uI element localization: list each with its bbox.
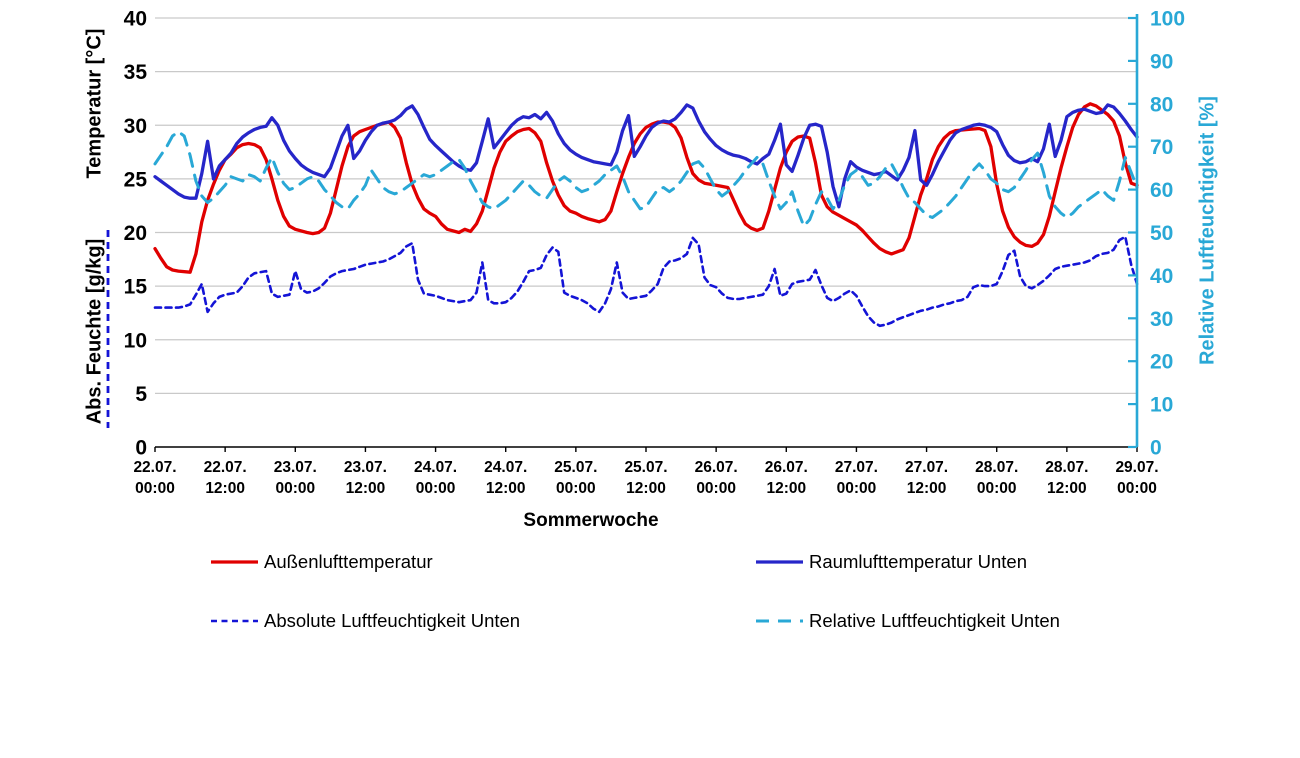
y-axis-left-title-temperature: Temperatur [°C] bbox=[83, 28, 106, 179]
x-axis-title: Sommerwoche bbox=[523, 510, 659, 531]
legend-label: Relative Luftfeuchtigkeit Unten bbox=[809, 610, 1060, 631]
rel-humidity-line-marker bbox=[756, 619, 803, 623]
x-tick-label-time: 00:00 bbox=[556, 480, 596, 497]
y-axis-left-title-abs-humidity: Abs. Feuchte [g/kg] bbox=[83, 238, 106, 425]
y-right-tick-label: 100 bbox=[1150, 8, 1185, 31]
y-right-tick-label: 0 bbox=[1150, 437, 1162, 460]
series-line-1 bbox=[153, 103, 1139, 209]
y-left-tick-label: 20 bbox=[124, 222, 147, 245]
y-right-tick-label: 80 bbox=[1150, 93, 1173, 116]
y-right-tick-label: 40 bbox=[1150, 265, 1173, 288]
y-left-tick-label: 40 bbox=[124, 8, 147, 31]
outdoor-temp-line-marker bbox=[211, 560, 258, 564]
y-left-tick-label: 10 bbox=[124, 329, 147, 352]
x-tick-label-date: 24.07. bbox=[484, 459, 527, 476]
x-tick-label-date: 27.07. bbox=[905, 459, 948, 476]
y-left-tick-label: 35 bbox=[124, 61, 148, 84]
x-tick-label-date: 23.07. bbox=[274, 459, 317, 476]
abs-humidity-line-marker bbox=[211, 619, 258, 623]
x-tick-label-date: 25.07. bbox=[554, 459, 597, 476]
y-right-tick-label: 30 bbox=[1150, 308, 1173, 331]
x-tick-label-date: 26.07. bbox=[765, 459, 808, 476]
legend-item-relative-luftfeuchtigkeit-unten: Relative Luftfeuchtigkeit Unten bbox=[756, 610, 1060, 632]
y-left-tick-label: 15 bbox=[124, 276, 148, 299]
x-tick-label-time: 12:00 bbox=[346, 480, 386, 497]
room-temp-line-marker bbox=[756, 560, 803, 564]
series-line-2 bbox=[153, 235, 1139, 328]
y-left-tick-label: 5 bbox=[135, 383, 147, 406]
legend-label: Absolute Luftfeuchtigkeit Unten bbox=[264, 610, 521, 631]
x-tick-label-date: 29.07. bbox=[1115, 459, 1158, 476]
x-tick-label-date: 25.07. bbox=[624, 459, 667, 476]
y-axis-right-title-rel-humidity: Relative Luftfeuchtigkeit [%] bbox=[1196, 96, 1219, 365]
x-tick-label-time: 00:00 bbox=[977, 480, 1017, 497]
legend-label: Außenlufttemperatur bbox=[264, 551, 433, 572]
x-tick-label-time: 00:00 bbox=[416, 480, 456, 497]
x-tick-label-time: 00:00 bbox=[1117, 480, 1157, 497]
y-left-tick-label: 0 bbox=[135, 437, 147, 460]
x-tick-label-time: 12:00 bbox=[626, 480, 666, 497]
legend-item-absolute-luftfeuchtigkeit-unten: Absolute Luftfeuchtigkeit Unten bbox=[211, 610, 520, 632]
x-tick-label-date: 23.07. bbox=[344, 459, 387, 476]
y-right-tick-label: 60 bbox=[1150, 179, 1173, 202]
x-tick-label-date: 28.07. bbox=[1045, 459, 1088, 476]
x-tick-label-date: 22.07. bbox=[133, 459, 176, 476]
y-right-tick-label: 20 bbox=[1150, 351, 1173, 374]
y-right-tick-label: 70 bbox=[1150, 136, 1173, 159]
x-tick-label-time: 12:00 bbox=[766, 480, 806, 497]
x-tick-label-time: 00:00 bbox=[696, 480, 736, 497]
x-tick-label-time: 12:00 bbox=[486, 480, 526, 497]
y-right-tick-label: 90 bbox=[1150, 50, 1173, 73]
x-tick-label-date: 27.07. bbox=[835, 459, 878, 476]
y-right-tick-label: 10 bbox=[1150, 394, 1173, 417]
legend-item-aussenlufttemperatur: Außenlufttemperatur bbox=[211, 551, 433, 573]
x-tick-label-time: 12:00 bbox=[205, 480, 245, 497]
y-left-tick-label: 25 bbox=[124, 168, 148, 191]
legend-label: Raumlufttemperatur Unten bbox=[809, 551, 1027, 572]
x-tick-label-time: 00:00 bbox=[837, 480, 877, 497]
series-line-0 bbox=[153, 102, 1139, 274]
legend-item-raumlufttemperatur-unten: Raumlufttemperatur Unten bbox=[756, 551, 1027, 573]
x-tick-label-time: 00:00 bbox=[135, 480, 175, 497]
x-tick-label-time: 00:00 bbox=[275, 480, 315, 497]
x-tick-label-time: 12:00 bbox=[907, 480, 947, 497]
x-tick-label-date: 28.07. bbox=[975, 459, 1018, 476]
x-tick-label-time: 12:00 bbox=[1047, 480, 1087, 497]
x-tick-label-date: 26.07. bbox=[695, 459, 738, 476]
x-tick-label-date: 24.07. bbox=[414, 459, 457, 476]
x-tick-label-date: 22.07. bbox=[204, 459, 247, 476]
y-left-tick-label: 30 bbox=[124, 115, 147, 138]
series-line-3 bbox=[153, 130, 1139, 228]
y-right-tick-label: 50 bbox=[1150, 222, 1173, 245]
